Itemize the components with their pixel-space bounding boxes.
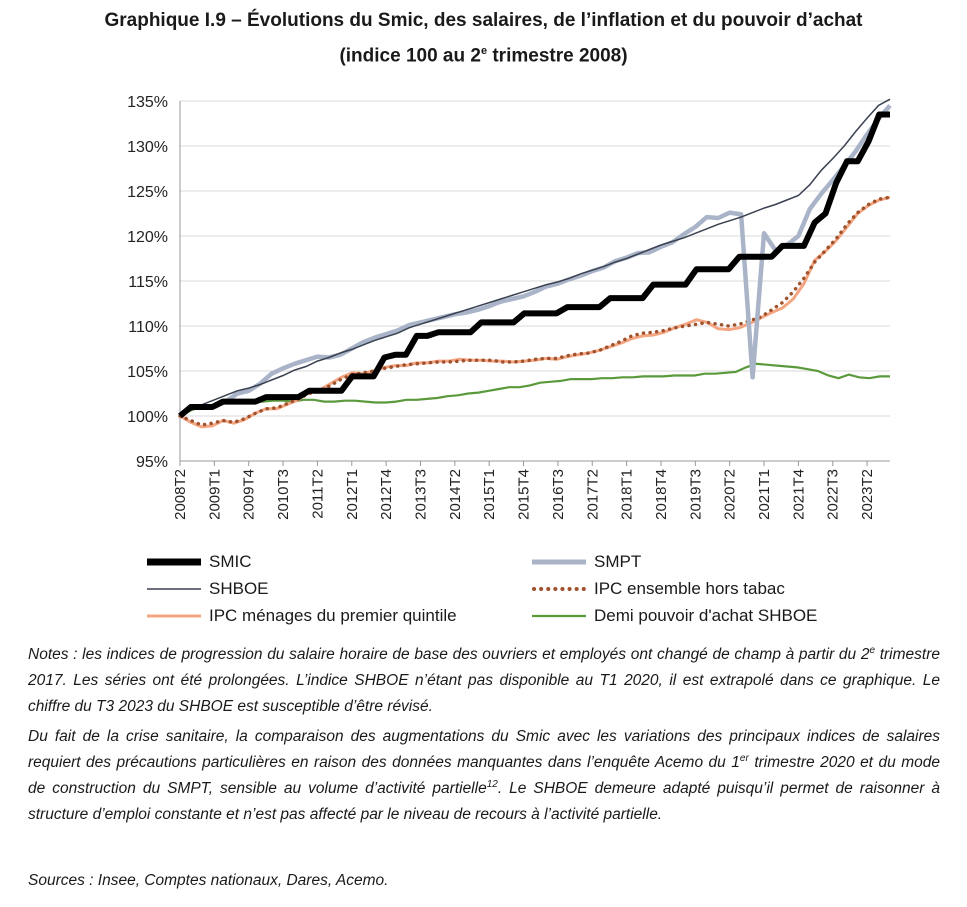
series-line-smpt	[178, 104, 892, 417]
x-tick-label: 2011T2	[309, 469, 326, 519]
legend-item-smic: SMIC	[145, 552, 252, 572]
x-tick-label: 2018T4	[653, 469, 670, 520]
y-tick-label: 120%	[127, 229, 168, 246]
y-tick-label: 115%	[128, 274, 168, 291]
x-tick-label: 2014T2	[447, 469, 464, 520]
legend-label-demi: Demi pouvoir d'achat SHBOE	[594, 606, 818, 625]
title-line-2-sup: e	[480, 45, 488, 57]
legend-item-ipc-total: IPC ensemble hors tabac	[530, 579, 785, 599]
legend-swatch-shboe	[147, 588, 201, 590]
x-tick-label: 2021T1	[756, 469, 773, 520]
x-tick-label: 2022T3	[825, 469, 842, 520]
title-line-2-text: (indice 100 au 2	[339, 45, 481, 67]
legend-item-demi: Demi pouvoir d'achat SHBOE	[530, 606, 817, 626]
legend-swatch-ipc-total	[532, 587, 588, 591]
notes-paragraph-1: Notes : les indices de progression du sa…	[28, 642, 940, 720]
chart-title: Graphique I.9 – Évolutions du Smic, des …	[0, 6, 967, 71]
notes-p2-sup: er	[739, 752, 749, 764]
title-line-1: Graphique I.9 – Évolutions du Smic, des …	[104, 10, 863, 31]
y-tick-label: 105%	[127, 364, 168, 381]
notes-paragraph-2: Du fait de la crise sanitaire, la compar…	[28, 724, 940, 828]
y-tick-label: 135%	[127, 94, 168, 111]
x-tick-label: 2023T2	[859, 469, 876, 520]
x-tick-label: 2008T2	[172, 469, 189, 520]
notes-p1-b: trimestre 2017. Les séries ont été prolo…	[28, 646, 940, 715]
title-line-2: (indice 100 au 2e trimestre 2008)	[0, 36, 967, 71]
legend-item-ipc-q1: IPC ménages du premier quintile	[145, 606, 457, 626]
sources: Sources : Insee, Comptes nationaux, Dare…	[28, 872, 389, 889]
legend-swatch-demi	[532, 614, 586, 618]
y-tick-label: 100%	[127, 409, 168, 426]
line-chart: 95% 100% 105% 110% 115% 120% 125% 130% 135% 2008T…	[127, 94, 892, 520]
x-tick-label: 2013T3	[412, 469, 429, 520]
x-tick-label: 2019T3	[687, 469, 704, 520]
title-line-2-end: trimestre 2008)	[487, 45, 628, 67]
y-tick-label: 125%	[127, 184, 168, 201]
chart-legend: SMIC SMPT SHBOE IPC ensemble hors tabac …	[145, 548, 945, 638]
x-tick-label: 2010T3	[275, 469, 292, 520]
legend-item-shboe: SHBOE	[145, 579, 269, 599]
series-line-shboe	[179, 98, 891, 417]
x-tick-label: 2016T3	[550, 469, 567, 520]
y-tick-label: 110%	[128, 319, 168, 336]
legend-label-smpt: SMPT	[594, 552, 642, 571]
notes-p2-c: . Le SHBOE demeure adapté puisqu’il perm…	[28, 780, 940, 823]
x-tick-label: 2020T2	[722, 469, 739, 520]
x-tick-label: 2018T1	[619, 469, 636, 520]
legend-swatch-smpt	[532, 559, 586, 565]
notes: Notes : les indices de progression du sa…	[28, 642, 940, 832]
x-tick-label: 2009T1	[206, 469, 223, 520]
series-line-smic	[178, 111, 890, 419]
notes-p1-a: Notes : les indices de progression du sa…	[28, 646, 870, 663]
series-line-demi	[179, 362, 890, 417]
x-tick-label: 2012T4	[378, 469, 395, 520]
x-tick-label: 2015T4	[516, 469, 533, 520]
notes-p1-sup: e	[869, 644, 876, 656]
x-tick-label: 2015T1	[481, 469, 498, 520]
notes-p2-footnote: 12	[486, 778, 498, 790]
y-tick-label: 95%	[136, 454, 168, 471]
x-tick-label: 2012T1	[344, 469, 361, 520]
x-tick-label: 2009T4	[241, 469, 258, 520]
x-tick-label: 2021T4	[790, 469, 807, 520]
legend-item-smpt: SMPT	[530, 552, 641, 572]
legend-label-ipc-total: IPC ensemble hors tabac	[594, 579, 785, 598]
notes-p2-a: Du fait de la crise sanitaire, la compar…	[28, 728, 940, 771]
legend-label-smic: SMIC	[209, 552, 252, 571]
y-tick-label: 130%	[127, 139, 168, 156]
legend-label-ipc-q1: IPC ménages du premier quintile	[209, 606, 457, 625]
notes-p2-b: trimestre 2020 et du mode de constructio…	[28, 754, 940, 797]
legend-label-shboe: SHBOE	[209, 579, 269, 598]
x-tick-label: 2017T2	[584, 469, 601, 520]
legend-swatch-ipc-q1	[147, 614, 201, 618]
legend-swatch-smic	[147, 558, 201, 566]
